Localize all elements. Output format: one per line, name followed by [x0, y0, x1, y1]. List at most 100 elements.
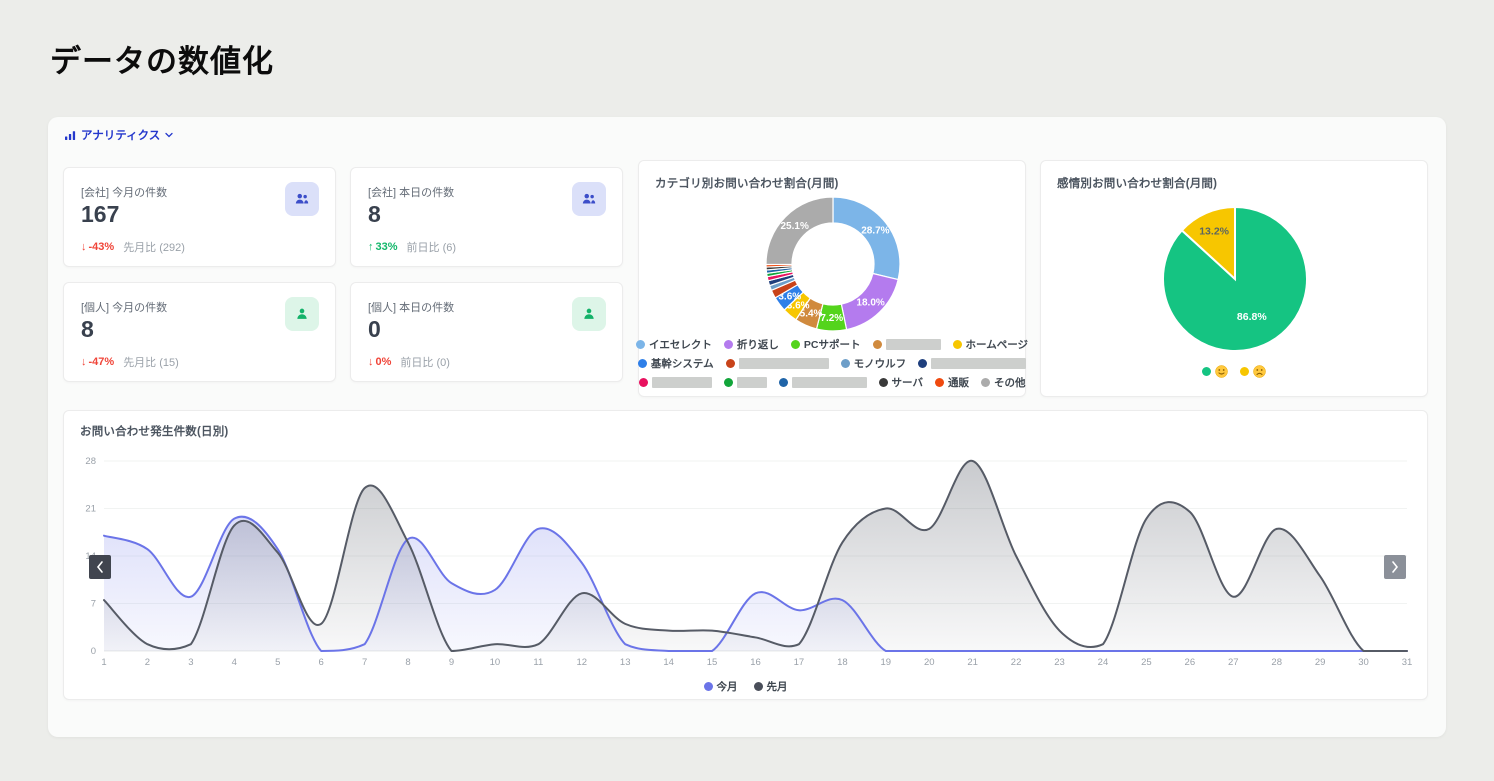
legend-dot: [725, 359, 735, 368]
analytics-label: アナリティクス: [81, 130, 161, 142]
chart-title: 感情別お問い合わせ割合(月間): [1057, 178, 1218, 190]
x-tick-label: 22: [1011, 657, 1022, 668]
x-tick-label: 3: [188, 657, 193, 668]
legend-dot: [753, 682, 763, 691]
chart-title: お問い合わせ発生件数(日別): [80, 426, 229, 438]
legend-dot: [636, 340, 646, 349]
legend-item: サーバ: [878, 375, 923, 390]
legend-label: 今月: [716, 681, 738, 693]
stat-value: 8: [81, 316, 94, 342]
redacted-label: [736, 377, 767, 388]
line-legend: 今月 先月: [64, 679, 1427, 694]
sentiment-pie-chart: 86.8% 13.2%: [1162, 205, 1308, 352]
stat-card-company-today: [会社] 本日の件数 8 ↑ 33% 前日比 (6): [350, 167, 623, 267]
legend-label: イエセレクト: [649, 339, 712, 351]
legend-label: モノウルフ: [853, 358, 907, 370]
legend-row: [1202, 365, 1266, 378]
legend-label: その他: [993, 377, 1026, 389]
x-tick-label: 25: [1141, 657, 1152, 668]
legend-row: サーバ 通販 その他: [638, 375, 1026, 390]
redacted-label: [651, 377, 712, 388]
legend-dot: [723, 340, 733, 349]
donut-segment: [832, 196, 901, 281]
percent-label: 3.6%: [787, 300, 810, 311]
percent-label: 13.2%: [1199, 226, 1229, 238]
legend-item: モノウルフ: [840, 356, 907, 371]
legend-dot: [778, 378, 788, 387]
legend-dot: [1240, 367, 1249, 376]
stat-label: [会社] 今月の件数: [81, 187, 168, 199]
legend-row: 基幹システム モノウルフ: [637, 356, 1027, 371]
legend-dot: [840, 359, 850, 368]
chevron-right-icon[interactable]: [1384, 555, 1406, 579]
legend-label: ホームページ: [965, 339, 1028, 351]
x-tick-label: 8: [405, 657, 410, 668]
category-donut-card: カテゴリ別お問い合わせ割合(月間) 28.7% 18.0% 7.2% 5.4% 3.6%…: [636, 160, 1028, 397]
chevron-down-icon: [165, 132, 173, 138]
trend-down-icon: ↓: [81, 241, 87, 253]
page-title: データの数値化: [50, 44, 274, 79]
percent-label: 86.8%: [1237, 311, 1267, 323]
x-tick-label: 26: [1185, 657, 1196, 668]
trend-down-icon: ↓: [81, 356, 87, 368]
legend-item: [872, 339, 941, 350]
stat-comparison: 前日比 (0): [400, 357, 450, 369]
legend-dot: [878, 378, 888, 387]
x-tick-label: 13: [620, 657, 631, 668]
donut-segment: [765, 196, 834, 266]
legend-item: 先月: [753, 679, 788, 694]
legend-dot: [980, 378, 990, 387]
legend-item: [1240, 365, 1266, 378]
trend-down-icon: ↓: [368, 356, 374, 368]
stat-value: 8: [368, 201, 381, 227]
legend-item: [723, 377, 767, 388]
people-icon: [572, 182, 606, 216]
category-donut-chart: 28.7%18.0%7.2%5.4%3.6%3.6%25.1%: [765, 196, 901, 332]
x-tick-label: 19: [881, 657, 892, 668]
legend-dot: [934, 378, 944, 387]
stat-comparison: 先月比 (15): [123, 357, 179, 369]
sad-face-icon: [1253, 365, 1266, 378]
legend-label: 基幹システム: [650, 358, 714, 370]
legend-item: [1202, 365, 1228, 378]
x-tick-label: 17: [794, 657, 805, 668]
legend-dot: [638, 378, 648, 387]
x-tick-label: 4: [232, 657, 237, 668]
daily-line-chart-card: お問い合わせ発生件数(日別) 0714212812345678910111213…: [63, 410, 1428, 700]
legend-item: [725, 358, 829, 369]
percent-label: 28.7%: [861, 226, 889, 237]
analytics-dropdown[interactable]: アナリティクス: [64, 127, 173, 143]
y-tick-label: 21: [85, 504, 96, 515]
x-tick-label: 14: [663, 657, 674, 668]
legend-item: 折り返し: [723, 337, 779, 352]
legend-label: 折り返し: [736, 339, 779, 351]
stat-comparison: 先月比 (292): [123, 242, 185, 254]
stat-label: [個人] 本日の件数: [368, 302, 455, 314]
chevron-left-icon[interactable]: [89, 555, 111, 579]
x-tick-label: 2: [145, 657, 150, 668]
legend-item: ホームページ: [952, 337, 1028, 352]
analytics-panel: アナリティクス [会社] 今月の件数 167 ↓ -43% 先月比 (292) …: [48, 117, 1446, 737]
legend-dot: [790, 340, 800, 349]
sentiment-pie-card: 感情別お問い合わせ割合(月間) 86.8% 13.2%: [1040, 160, 1428, 397]
stat-delta: -47%: [88, 356, 115, 368]
legend-label: 通販: [947, 377, 969, 389]
legend-item: イエセレクト: [636, 337, 712, 352]
legend-item: [778, 377, 867, 388]
legend-item: 今月: [703, 679, 738, 694]
redacted-label: [931, 358, 1027, 369]
redacted-label: [791, 377, 867, 388]
legend-dot: [637, 359, 647, 368]
percent-label: 25.1%: [780, 221, 808, 232]
legend-label: サーバ: [891, 377, 923, 389]
stat-comparison: 前日比 (6): [406, 242, 457, 254]
trend-up-icon: ↑: [368, 241, 374, 253]
x-tick-label: 9: [449, 657, 454, 668]
stat-value: 0: [368, 316, 381, 342]
x-tick-label: 15: [707, 657, 718, 668]
x-tick-label: 18: [837, 657, 848, 668]
legend-item: [638, 377, 712, 388]
percent-label: 3.6%: [778, 291, 801, 302]
pie-legend: [1041, 365, 1427, 378]
stat-label: [個人] 今月の件数: [81, 302, 168, 314]
